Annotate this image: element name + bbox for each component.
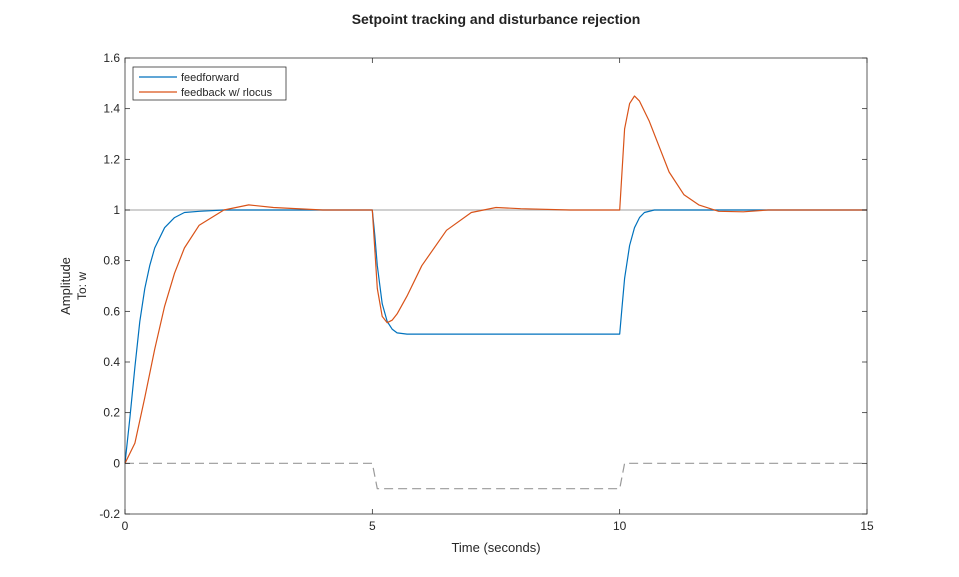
- y-tick-label: 1.4: [103, 102, 120, 116]
- axes-layer: -0.200.20.40.60.811.21.41.60 5 10 15: [99, 51, 874, 533]
- series-line-feedback-w-rlocus: [124, 95, 867, 464]
- y-tick-label: 0.4: [103, 355, 120, 369]
- chart-title: Setpoint tracking and disturbance reject…: [352, 11, 641, 27]
- y-axis-label: Amplitude: [58, 257, 73, 315]
- y-tick-label: 0.8: [103, 254, 120, 268]
- y-axis-sublabel: To: w: [75, 272, 89, 300]
- series-line-feedforward: [124, 209, 867, 464]
- y-tick-label: 0.2: [103, 406, 120, 420]
- y-tick-label: 1.6: [103, 51, 120, 65]
- y-tick-label: 0.6: [103, 304, 120, 318]
- x-tick-label: 15: [860, 519, 874, 533]
- legend-box: [132, 66, 287, 101]
- y-tick-label: 1: [113, 203, 120, 217]
- y-tick-label: 1.2: [103, 152, 120, 166]
- x-tick-label: 5: [369, 519, 376, 533]
- legend: feedforward feedback w/ rlocus: [132, 66, 287, 101]
- axes-box: [124, 57, 868, 515]
- legend-label-feedback-rlocus: feedback w/ rlocus: [181, 87, 273, 99]
- x-tick-label: 10: [613, 519, 627, 533]
- x-axis-label: Time (seconds): [451, 540, 540, 555]
- y-tick-label: 0: [113, 456, 120, 470]
- disturbance-line: [125, 462, 867, 490]
- legend-label-feedforward: feedforward: [181, 72, 239, 84]
- y-tick-label: -0.2: [99, 507, 120, 521]
- x-tick-label: 0: [122, 519, 129, 533]
- series-layer: [124, 95, 867, 490]
- plot-area: [125, 58, 867, 514]
